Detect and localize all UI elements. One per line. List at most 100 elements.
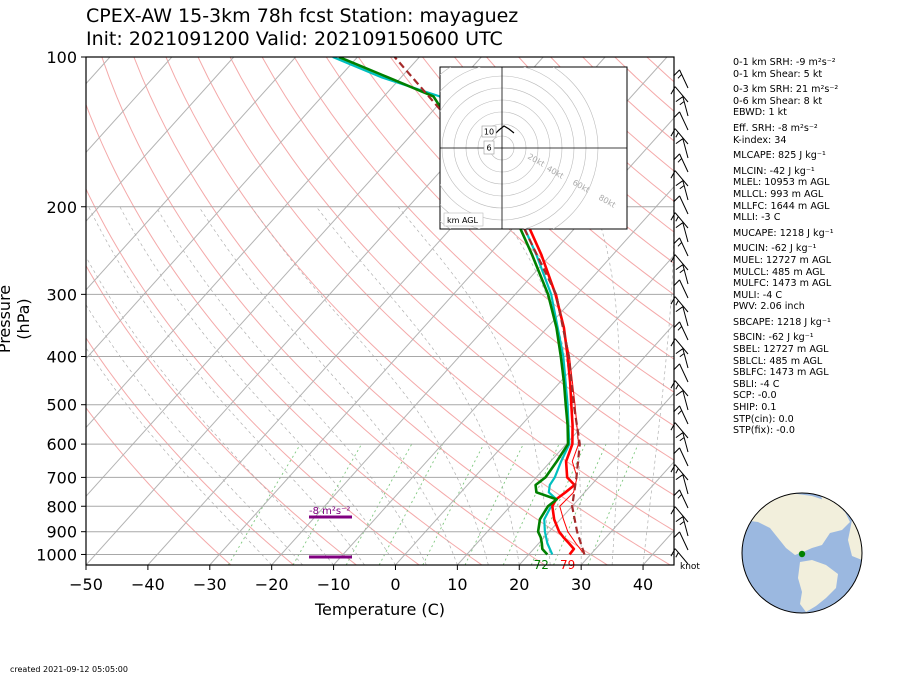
chart-title-line1: CPEX-AW 15-3km 78h fcst Station: mayague… bbox=[86, 5, 519, 27]
dry-adiabat-line bbox=[101, 57, 546, 565]
isotherm-line bbox=[86, 57, 235, 222]
wind-barb bbox=[673, 237, 689, 257]
north-america-land bbox=[742, 493, 850, 555]
wind-barb-flag bbox=[675, 138, 684, 145]
wind-barb-staff bbox=[674, 548, 689, 565]
wind-barb-flag bbox=[679, 353, 685, 358]
wind-barb-staff bbox=[679, 321, 689, 341]
wind-barb-flag bbox=[677, 326, 683, 331]
mixing-ratio-line bbox=[378, 443, 444, 565]
dry-adiabat-line bbox=[86, 187, 420, 565]
wind-barb-staff bbox=[682, 474, 689, 495]
mixing-ratio-line bbox=[502, 443, 560, 565]
x-tick-label: 0 bbox=[390, 575, 400, 594]
wind-barb-flag bbox=[679, 269, 685, 274]
moist-adiabat-line bbox=[397, 206, 551, 565]
isotherm-line bbox=[86, 57, 358, 360]
stat-row: MUCAPE: 1218 J kg⁻¹ bbox=[733, 227, 834, 239]
x-tick-label: −20 bbox=[255, 575, 289, 594]
moist-adiabat-line bbox=[316, 206, 520, 565]
wind-barb-staff bbox=[674, 128, 689, 145]
dry-adiabat-line bbox=[454, 57, 674, 264]
effective-srh-label: -8 m²s⁻² bbox=[309, 506, 350, 517]
wind-barb-flag bbox=[670, 422, 676, 431]
wind-barb-staff bbox=[679, 111, 689, 131]
wind-barb bbox=[670, 380, 689, 397]
wind-barb-flag bbox=[675, 306, 684, 313]
dry-adiabat-line bbox=[229, 57, 674, 496]
wind-barb-flag bbox=[675, 264, 684, 271]
axes: −50 −40 −30 −20 −10 0 10 20 30 40 100 200 300 400 500 6… bbox=[36, 48, 653, 594]
wind-barb bbox=[673, 279, 689, 299]
moist-adiabat-line bbox=[594, 206, 621, 565]
isotherm-line bbox=[86, 57, 296, 291]
wind-barb-flag bbox=[670, 86, 676, 95]
wind-barb-flag bbox=[670, 338, 676, 347]
wind-barb-flag bbox=[675, 216, 679, 222]
wind-barb-flag bbox=[675, 222, 684, 229]
wind-barb bbox=[675, 474, 689, 495]
y-tick-label: 1000 bbox=[36, 545, 77, 564]
wind-barb-flag bbox=[670, 548, 676, 557]
wind-barb-staff bbox=[679, 279, 689, 299]
stat-row: 0-6 km Shear: 8 kt bbox=[733, 95, 823, 107]
hodograph-footnote: km AGL bbox=[447, 216, 479, 225]
y-tick-label: 700 bbox=[46, 468, 77, 487]
isotherm-line bbox=[580, 461, 674, 565]
hodograph-marker-10: 10 bbox=[484, 128, 494, 137]
wind-barb-flag bbox=[679, 101, 685, 106]
mixing-ratio-line bbox=[227, 443, 301, 565]
wind-barb bbox=[670, 170, 689, 187]
wind-barb-flag bbox=[675, 180, 684, 187]
stat-row: STP(fix): -0.0 bbox=[733, 425, 795, 437]
isotherm-line bbox=[86, 57, 482, 497]
wind-barb-flag bbox=[675, 348, 684, 355]
wind-barb-flag bbox=[673, 531, 680, 539]
wind-barb bbox=[675, 432, 689, 453]
y-tick-label: 300 bbox=[46, 285, 77, 304]
wind-barb bbox=[675, 222, 689, 243]
dry-adiabat-line bbox=[357, 57, 674, 360]
wind-barb bbox=[673, 447, 689, 467]
wind-barb-staff bbox=[679, 195, 689, 215]
wind-barb-flag bbox=[679, 185, 685, 190]
x-tick-label: 10 bbox=[447, 575, 467, 594]
x-tick-label: −40 bbox=[131, 575, 165, 594]
wind-barb-flag bbox=[673, 111, 680, 119]
wind-barb bbox=[673, 111, 689, 131]
wind-barb-flag bbox=[675, 474, 684, 481]
stat-row: SBLFC: 1473 m AGL bbox=[733, 367, 829, 379]
stat-row: MLCAPE: 825 J kg⁻¹ bbox=[733, 150, 826, 162]
y-tick-label: 600 bbox=[46, 435, 77, 454]
wind-barb bbox=[670, 296, 689, 313]
wind-barb-flag bbox=[673, 279, 680, 287]
moist-adiabat-line bbox=[251, 206, 489, 565]
y-tick-label: 800 bbox=[46, 497, 77, 516]
wind-barb bbox=[675, 264, 689, 285]
hodograph-inset: 10 6 20kt 40kt 60kt 80kt km AGL bbox=[439, 66, 628, 230]
stability-indices-panel: 0-1 km SRH: -9 m²s⁻² 0-1 km Shear: 5 kt 0-… bbox=[733, 57, 838, 437]
wind-barb bbox=[675, 96, 689, 117]
dry-adiabat-line bbox=[293, 57, 674, 427]
wind-barb bbox=[675, 138, 689, 159]
wind-barb-flag bbox=[670, 212, 676, 221]
stat-row: MUEL: 12727 m AGL bbox=[733, 254, 832, 266]
stat-row: SBCIN: -62 J kg⁻¹ bbox=[733, 332, 814, 344]
stat-row: EBWD: 1 kt bbox=[733, 107, 787, 119]
x-tick-label: 40 bbox=[633, 575, 653, 594]
isotherm-line bbox=[395, 254, 674, 565]
wind-barb-flag bbox=[670, 296, 676, 305]
stat-row: 0-1 km Shear: 5 kt bbox=[733, 68, 823, 80]
wind-barb-flag bbox=[670, 254, 676, 263]
wind-barb-flag bbox=[675, 300, 679, 306]
wind-barb-staff bbox=[679, 153, 689, 173]
wind-barb-staff bbox=[674, 296, 689, 313]
wind-barb-flag bbox=[673, 321, 680, 329]
wind-barb-staff bbox=[679, 489, 689, 509]
dry-adiabat-line bbox=[86, 337, 294, 565]
x-tick-label: −50 bbox=[69, 575, 103, 594]
wind-barb-flag bbox=[675, 384, 679, 390]
stat-row: SBCAPE: 1218 J kg⁻¹ bbox=[733, 316, 831, 328]
stat-row: MULFC: 1473 m AGL bbox=[733, 278, 832, 290]
wind-barb bbox=[673, 531, 689, 551]
